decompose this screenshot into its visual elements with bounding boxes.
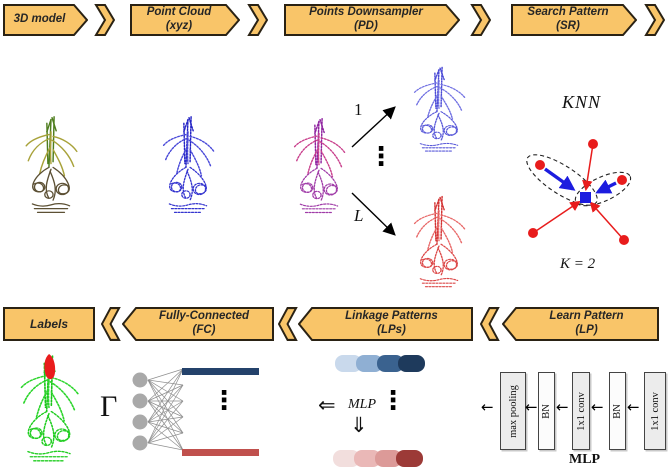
layer-box-bn-2: BN (609, 372, 626, 450)
plant-downsampled-1-image (413, 66, 466, 152)
flow-step-fully-connected: Fully-Connected (FC) (122, 307, 274, 341)
flow-step-label: Point Cloud (146, 6, 212, 19)
mlp-down-arrow-icon: ⇓ (350, 413, 368, 437)
fc-ellipsis: ⋮ (211, 386, 237, 416)
downsampler-ellipsis: ⋮ (368, 142, 394, 172)
lp-ellipsis: ⋮ (380, 386, 406, 416)
flow-step-label: Linkage Patterns (345, 310, 438, 323)
flow-step-sub: (LPs) (377, 324, 406, 336)
chevron-right-icon (94, 4, 115, 36)
fc-network-graph (132, 368, 184, 451)
layer-label: BN (541, 403, 552, 419)
lp-blue-gradient-bar (335, 355, 425, 372)
plant-point-cloud-image (162, 116, 215, 214)
knn-edges (532, 143, 625, 241)
mlp-left-arrow-icon: ⇐ (318, 393, 336, 417)
flow-step-labels: Labels (3, 307, 95, 341)
flow-step-sub: (PD) (354, 20, 378, 32)
chevron-left-icon (480, 307, 500, 341)
layer-box-bn-1: BN (538, 372, 555, 450)
lp-red-gradient-bar (333, 450, 423, 467)
layer-label: BN (612, 403, 623, 419)
flow-step-3d-model: 3D model (3, 4, 88, 36)
flow-step-linkage-patterns: Linkage Patterns (LPs) (298, 307, 473, 341)
gamma-symbol: Γ (100, 390, 118, 423)
lp-blue-seg (356, 355, 383, 372)
layer-arrow-icon: ← (525, 398, 538, 416)
plant-3d-model-image (25, 116, 78, 214)
flow-step-label: 3D model (13, 13, 66, 26)
layer-box-max-pooling: max pooling (500, 372, 526, 450)
mlp-caption: MLP (569, 452, 601, 467)
chevron-right-icon (644, 4, 665, 36)
layer-arrow-icon: ← (627, 398, 640, 416)
flow-step-label: Points Downsampler (309, 6, 423, 19)
fc-positive-bar (182, 368, 259, 375)
chevron-right-icon (247, 4, 268, 36)
downsampler-arrows-graphic (351, 106, 396, 236)
plant-downsampled-L-image (413, 195, 466, 288)
layer-arrow-icon: ← (556, 398, 569, 416)
plant-downsampler-input-image (293, 117, 346, 214)
layer-box-conv-1: 1x1 conv (572, 372, 590, 450)
flow-step-label: Search Pattern (527, 6, 609, 19)
knn-graph (526, 139, 632, 245)
lp-blue-seg (398, 355, 425, 372)
flow-step-points-downsampler: Points Downsampler (PD) (284, 4, 460, 36)
lp-red-seg (375, 450, 402, 467)
flow-step-sub: (xyz) (165, 20, 193, 32)
flow-step-label: Learn Pattern (549, 310, 624, 323)
layer-arrow-icon: ← (481, 398, 494, 416)
layer-box-conv-2: 1x1 conv (644, 372, 666, 450)
downsample-level-1: 1 (354, 100, 363, 119)
plant-labels-image (20, 354, 79, 462)
knn-query-point (580, 192, 591, 203)
layer-arrow-icon: ← (591, 398, 604, 416)
lp-blue-seg (377, 355, 404, 372)
flow-step-sub: (SR) (556, 20, 580, 32)
downsample-level-L: L (354, 206, 364, 225)
lp-red-seg (354, 450, 381, 467)
knn-points (528, 139, 629, 245)
layer-label: 1x1 conv (575, 391, 587, 431)
knn-k-value: K = 2 (560, 256, 596, 272)
mlp-label: MLP (348, 397, 376, 412)
flow-step-point-cloud: Point Cloud (xyz) (130, 4, 240, 36)
flow-step-learn-pattern: Learn Pattern (LP) (502, 307, 659, 341)
flow-step-label: Labels (29, 317, 68, 331)
lp-blue-seg (335, 355, 362, 372)
fc-negative-bar (182, 449, 259, 456)
knn-nearest-arrows (544, 167, 617, 194)
flow-step-sub: (FC) (192, 324, 216, 336)
layer-label: max pooling (507, 384, 519, 438)
flow-step-search-pattern: Search Pattern (SR) (511, 4, 637, 36)
fc-input-nodes (132, 372, 148, 451)
lp-red-seg (333, 450, 360, 467)
knn-title: KNN (562, 92, 602, 112)
chevron-left-icon (278, 307, 298, 341)
flow-step-label: Fully-Connected (158, 310, 250, 323)
chevron-left-icon (101, 307, 121, 341)
flow-step-sub: (LP) (575, 324, 598, 336)
lp-red-seg (396, 450, 423, 467)
layer-label: 1x1 conv (649, 391, 661, 431)
chevron-right-icon (470, 4, 491, 36)
